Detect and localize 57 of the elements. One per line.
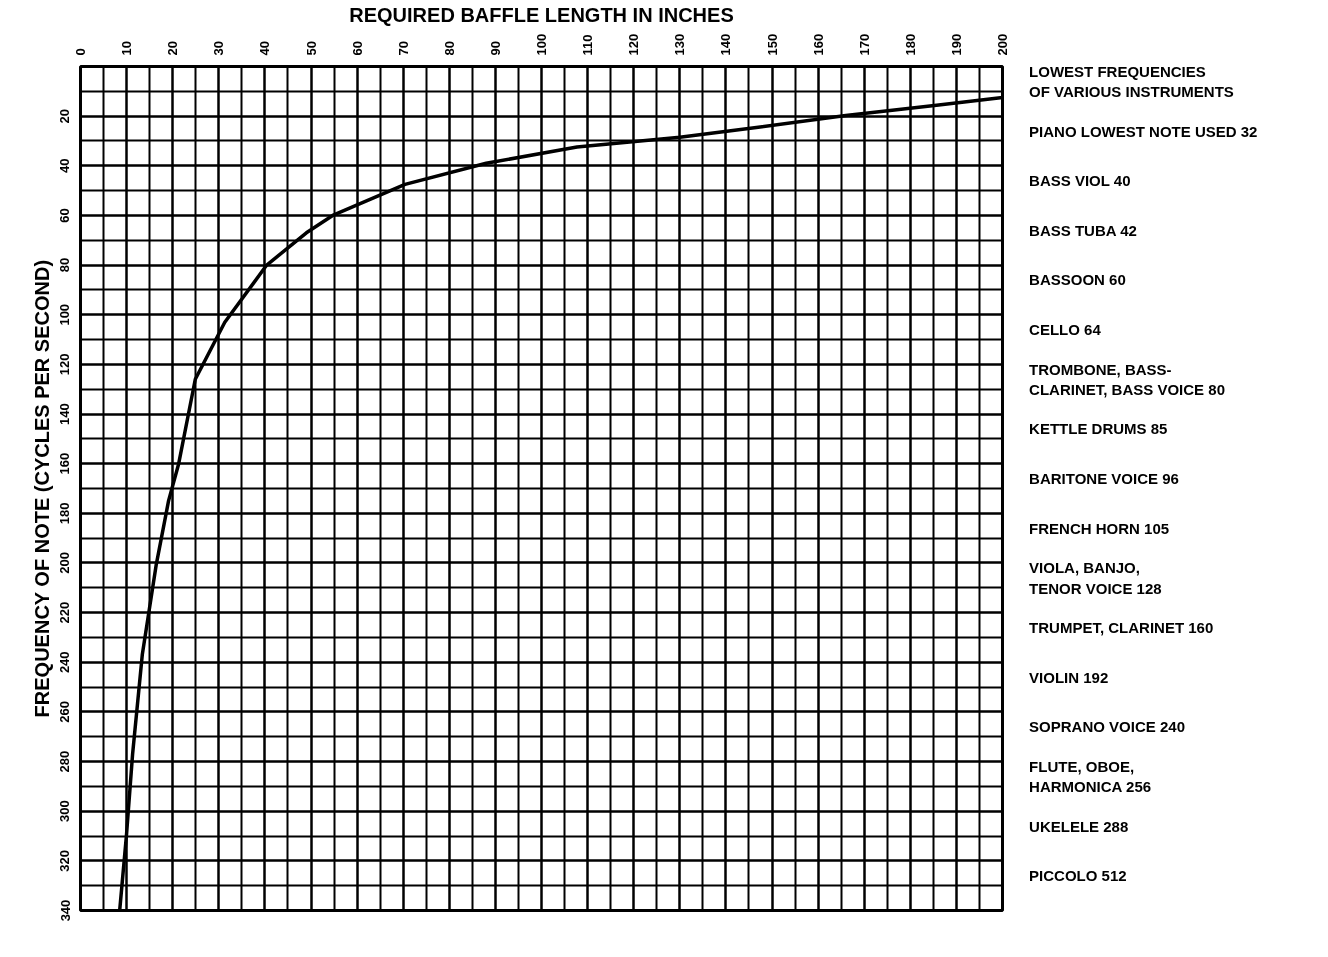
x-tick-label: 200 (995, 33, 1010, 56)
y-tick-label: 40 (57, 158, 73, 174)
y-tick-label: 100 (57, 303, 73, 326)
y-tick-label: 260 (57, 701, 73, 723)
text: FLUTE, OBOE, HARMONICA 256 (1029, 757, 1152, 796)
x-tick-label: 150 (764, 33, 780, 56)
text: VIOLA, BANJO, TENOR VOICE 128 (1029, 559, 1162, 597)
x-tick-label: 140 (718, 33, 734, 56)
y-tick-label: 160 (57, 452, 73, 475)
text: SOPRANO VOICE 240 (1029, 718, 1185, 736)
y-tick-label: 200 (57, 552, 73, 574)
y-tick-label: 20 (57, 108, 73, 124)
x-tick-label: 70 (395, 41, 411, 56)
x-tick-label: 160 (810, 33, 826, 56)
y-tick-label: 60 (57, 208, 73, 223)
x-tick-label: 170 (856, 33, 872, 56)
text: TROMBONE, BASS- CLARINET, BASS VOICE 80 (1029, 360, 1225, 398)
text: VIOLIN 192 (1029, 668, 1109, 686)
x-tick-label: 190 (948, 33, 964, 56)
y-tick-label: 80 (57, 257, 73, 273)
text: BARITONE VOICE 96 (1029, 470, 1179, 488)
x-tick-label: 180 (902, 33, 918, 56)
x-tick-label: 40 (257, 41, 273, 56)
text: FRENCH HORN 105 (1029, 519, 1170, 537)
y-axis-title: FREQUENCY OF NOTE (CYCLES PER SECOND) (30, 259, 53, 718)
text: PICCOLO 512 (1029, 867, 1127, 885)
x-tick-label: 130 (672, 33, 688, 56)
x-tick-label: 0 (73, 48, 88, 56)
x-tick-label: 20 (165, 41, 181, 56)
text: CELLO 64 (1029, 321, 1102, 339)
x-tick-label: 110 (580, 34, 596, 56)
text: TRUMPET, CLARINET 160 (1029, 619, 1214, 637)
y-tick-label: 340 (57, 899, 73, 922)
text: PIANO LOWEST NOTE USED 32 (1029, 122, 1258, 140)
x-tick-label: 60 (349, 41, 365, 56)
y-tick-label: 220 (57, 601, 73, 624)
x-tick-label: 50 (303, 41, 319, 56)
x-tick-label: 80 (441, 41, 457, 56)
text: KETTLE DRUMS 85 (1029, 420, 1168, 438)
y-tick-label: 280 (57, 750, 73, 773)
text: UKELELE 288 (1029, 817, 1129, 835)
x-tick-label: 120 (626, 33, 642, 56)
x-tick-label: 90 (487, 41, 503, 56)
x-tick-label: 10 (119, 41, 135, 56)
x-tick-label: 100 (534, 33, 549, 56)
y-tick-label: 300 (57, 800, 73, 823)
x-axis-title: REQUIRED BAFFLE LENGTH IN INCHES (349, 3, 734, 26)
y-tick-label: 140 (57, 403, 73, 425)
text: BASS VIOL 40 (1029, 172, 1131, 190)
x-tick-label: 30 (211, 41, 227, 56)
y-tick-label: 180 (57, 502, 73, 525)
text: BASSOON 60 (1029, 271, 1126, 289)
y-tick-label: 120 (57, 353, 73, 376)
text: LOWEST FREQUENCIES OF VARIOUS INSTRUMENTS (1029, 62, 1234, 101)
y-tick-label: 320 (57, 849, 73, 872)
text: BASS TUBA 42 (1029, 221, 1137, 239)
y-tick-label: 240 (57, 651, 73, 674)
